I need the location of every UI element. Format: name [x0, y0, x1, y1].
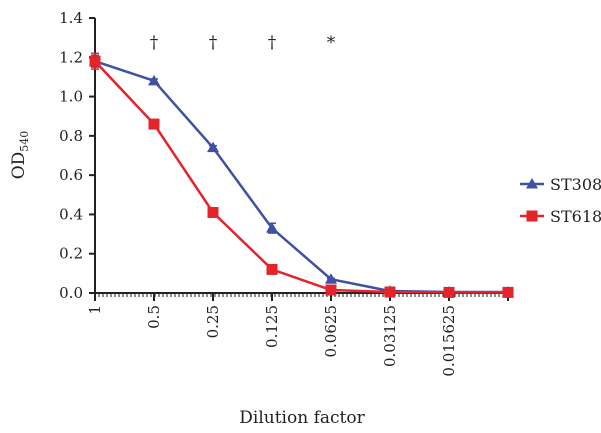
- data-point: [266, 222, 278, 233]
- legend-item-ST618: ST618: [520, 207, 601, 226]
- data-point: [89, 55, 101, 67]
- series-layer: [89, 52, 514, 298]
- legend-marker: [526, 210, 538, 222]
- y-tick-label: 1.0: [59, 88, 83, 106]
- legend-label: ST3081: [550, 175, 601, 194]
- y-axis-label-main: OD: [9, 152, 29, 180]
- data-point: [148, 118, 160, 130]
- x-axis: 1 0.5 0.25 0.125 0.0625 0.03125 0.015625: [86, 292, 509, 377]
- x-tick-label: 0.125: [263, 305, 281, 348]
- legend-marker: [526, 178, 538, 189]
- significance-mark: †: [150, 33, 159, 53]
- series-ST3081: [89, 54, 514, 297]
- significance-mark: †: [268, 33, 277, 53]
- y-axis: 0.0 0.2 0.4 0.6 0.8 1.0 1.2 1.4: [59, 9, 96, 302]
- y-axis-label: OD540: [9, 131, 31, 180]
- y-axis-label-subscript: 540: [18, 131, 31, 152]
- significance-mark: *: [327, 33, 336, 53]
- x-tick-label: 0.5: [145, 305, 163, 329]
- y-tick-label: 0.0: [59, 284, 83, 302]
- x-tick-label: 0.25: [204, 305, 222, 338]
- x-tick-label: 0.015625: [440, 305, 458, 377]
- y-tick-label: 1.2: [59, 48, 83, 66]
- legend: ST3081 ST618: [520, 175, 601, 226]
- y-tick-label: 0.4: [59, 205, 83, 223]
- data-point: [325, 284, 337, 296]
- data-point: [502, 286, 514, 298]
- data-point: [207, 206, 219, 218]
- series-line: [94, 60, 508, 294]
- data-point: [443, 286, 455, 298]
- series-line: [94, 60, 508, 294]
- y-tick-label: 1.4: [59, 9, 83, 27]
- x-tick-label: 0.03125: [381, 305, 399, 367]
- legend-item-ST3081: ST3081: [520, 175, 601, 194]
- y-tick-label: 0.2: [59, 245, 83, 263]
- significance-mark: †: [209, 33, 218, 53]
- y-tick-label: 0.8: [59, 127, 83, 145]
- x-tick-label: 0.0625: [322, 305, 340, 358]
- legend-label: ST618: [550, 207, 601, 226]
- data-point: [325, 273, 337, 284]
- x-axis-label: Dilution factor: [239, 408, 365, 428]
- data-point: [266, 263, 278, 275]
- x-tick-label: 1: [86, 305, 104, 315]
- data-point: [207, 141, 219, 153]
- data-point: [148, 74, 160, 86]
- data-point: [384, 286, 396, 298]
- significance-annotations: † † † *: [150, 33, 336, 53]
- series-ST618: [89, 52, 514, 298]
- y-tick-label: 0.6: [59, 166, 83, 184]
